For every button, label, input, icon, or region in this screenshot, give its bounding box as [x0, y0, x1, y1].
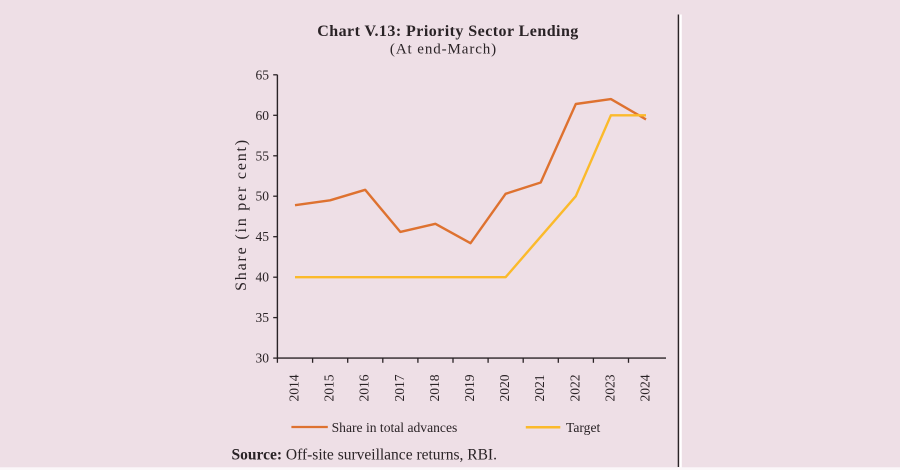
svg-text:Chart V.13: Priority Sector Le: Chart V.13: Priority Sector Lending	[317, 23, 579, 40]
svg-text:60: 60	[256, 108, 270, 123]
svg-text:50: 50	[256, 189, 270, 204]
svg-text:2014: 2014	[287, 374, 302, 401]
svg-text:65: 65	[256, 67, 270, 82]
svg-text:2019: 2019	[462, 374, 477, 401]
svg-text:35: 35	[256, 310, 270, 325]
svg-text:(At end-March): (At end-March)	[390, 41, 497, 57]
svg-text:Source: Off-site surveillance: Source: Off-site surveillance returns, R…	[232, 447, 497, 464]
svg-text:Target: Target	[566, 420, 600, 435]
svg-text:30: 30	[256, 351, 270, 366]
svg-text:2015: 2015	[322, 374, 337, 401]
svg-text:2018: 2018	[427, 374, 442, 401]
svg-text:45: 45	[256, 229, 270, 244]
svg-text:2024: 2024	[638, 374, 653, 401]
svg-text:2022: 2022	[567, 375, 582, 402]
svg-text:2020: 2020	[497, 374, 512, 401]
svg-text:2016: 2016	[357, 374, 372, 401]
svg-text:55: 55	[256, 148, 270, 163]
svg-text:40: 40	[256, 270, 270, 285]
svg-text:2017: 2017	[392, 374, 407, 401]
svg-text:2023: 2023	[602, 374, 617, 401]
svg-text:Share (in per cent): Share (in per cent)	[233, 138, 250, 291]
svg-text:Share in total advances: Share in total advances	[332, 420, 458, 435]
svg-text:2021: 2021	[532, 375, 547, 402]
